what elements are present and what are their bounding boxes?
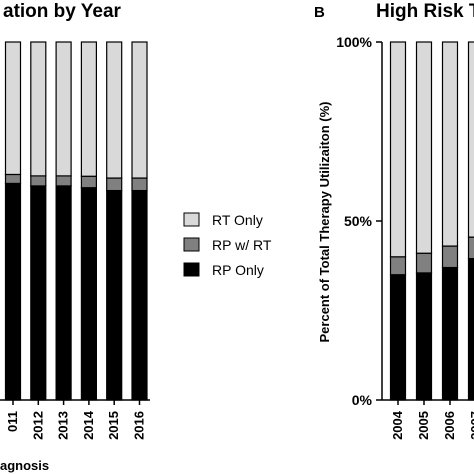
legend-label: RT Only — [212, 212, 263, 228]
panel-a-x-ticks: 011 2012 2013 2014 2015 2016 — [0, 399, 150, 440]
bar-segment-rp-w-rt-2005 — [415, 252, 433, 274]
bar-segment-rt-only-011 — [4, 41, 22, 176]
panel-a-x-axis-label: agnosis — [0, 458, 49, 473]
panel-b-title: High Risk T — [376, 1, 474, 22]
bar-segment-rt-only-2014 — [80, 41, 98, 177]
bar-segment-rt-only-2015 — [106, 41, 123, 179]
bar-segment-rp-w-rt-2012 — [30, 175, 47, 187]
legend: RT Only RP w/ RT RP Only — [183, 212, 272, 278]
panel-a-title: ation by Year — [3, 1, 122, 22]
bar-segment-rt-only-2012 — [30, 41, 47, 177]
bar-segment-rt-only-2006 — [441, 41, 459, 247]
x-tick-label: 2006 — [442, 411, 457, 440]
y-tick-label: 50% — [344, 213, 373, 229]
legend-swatch-rp-w-rt — [183, 237, 200, 252]
legend-label: RP w/ RT — [212, 237, 272, 253]
legend-swatch-rp-only — [183, 262, 200, 277]
bar-segment-rt-only-2004 — [389, 41, 407, 258]
panel-b-label: B — [314, 4, 325, 21]
panel-b-y-axis-label: Percent of Total Therapy Utilizaiton (%) — [317, 101, 332, 342]
panel-b-x-ticks: 2004 2005 2006 2007 — [382, 399, 474, 440]
bar-segment-rp-w-rt-2007 — [467, 236, 474, 260]
bar-segment-rp-w-rt-011 — [4, 173, 22, 185]
x-tick-label: 2004 — [390, 410, 405, 440]
bar-segment-rp-only-2015 — [106, 189, 123, 401]
bar-segment-rt-only-2013 — [55, 41, 72, 177]
legend-swatch-rt-only — [183, 212, 200, 227]
x-tick-label: 2007 — [468, 411, 474, 440]
bar-segment-rt-only-2007 — [467, 41, 474, 238]
bar-segment-rp-w-rt-2004 — [389, 256, 407, 276]
bar-segment-rp-w-rt-2016 — [131, 177, 148, 192]
bar-segment-rp-only-2006 — [441, 266, 459, 401]
x-tick-label: 2013 — [56, 411, 71, 440]
x-tick-label: 2014 — [81, 410, 96, 440]
x-tick-label: 2005 — [416, 411, 431, 440]
bar-segment-rt-only-2016 — [131, 41, 148, 179]
x-tick-label: 2016 — [132, 411, 147, 440]
bar-segment-rp-w-rt-2006 — [441, 245, 459, 269]
x-tick-label: 2012 — [30, 411, 45, 440]
panel-b-plot — [389, 41, 474, 401]
x-tick-label: 011 — [5, 411, 20, 432]
bar-segment-rp-w-rt-2015 — [106, 177, 123, 192]
bar-segment-rp-only-2004 — [389, 274, 407, 401]
bar-segment-rp-only-011 — [4, 182, 22, 401]
panel-b-y-ticks: 0% 50% 100% — [336, 34, 383, 408]
bar-segment-rp-only-2007 — [467, 257, 474, 401]
legend-label: RP Only — [212, 262, 264, 278]
bar-segment-rt-only-2005 — [415, 41, 433, 254]
y-tick-label: 100% — [336, 34, 372, 50]
bar-segment-rp-only-2013 — [55, 185, 72, 401]
y-tick-label: 0% — [352, 392, 373, 408]
panel-a-plot — [4, 41, 148, 401]
bar-segment-rp-only-2005 — [415, 272, 433, 401]
bar-segment-rp-w-rt-2013 — [55, 175, 72, 187]
bar-segment-rp-only-2016 — [131, 189, 148, 401]
x-tick-label: 2015 — [106, 411, 121, 440]
bar-segment-rp-w-rt-2014 — [80, 175, 98, 189]
bar-segment-rp-only-2012 — [30, 185, 47, 401]
bar-segment-rp-only-2014 — [80, 187, 98, 401]
